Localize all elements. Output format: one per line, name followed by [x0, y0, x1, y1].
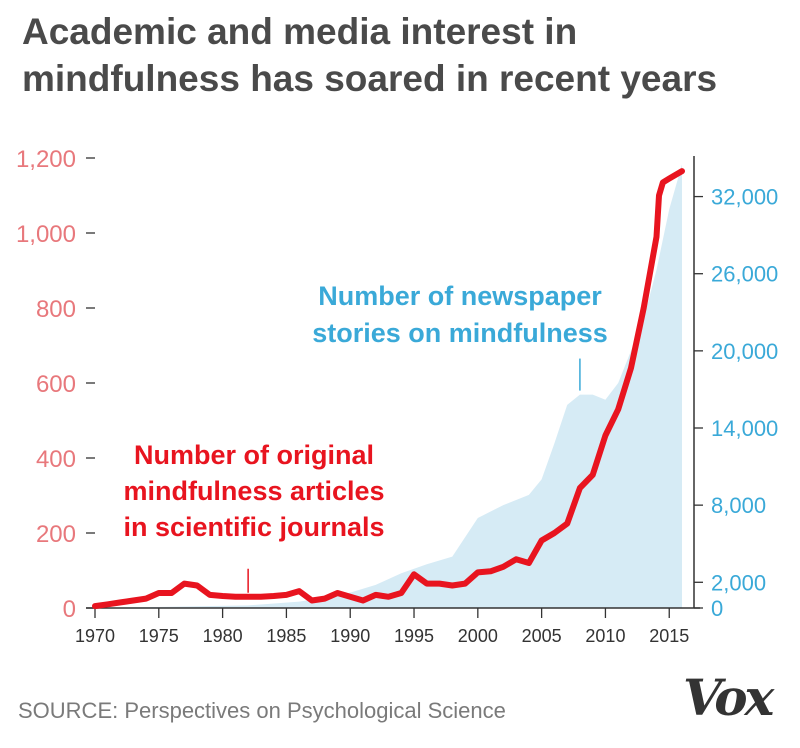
right-tick-label-26000: 26,000: [711, 262, 778, 287]
left-tick-label-200: 200: [36, 521, 76, 548]
chart-title: Academic and media interest in mindfulne…: [22, 11, 718, 99]
articles-annotation-line-3: in scientific journals: [123, 512, 384, 542]
x-tick-label-1985: 1985: [266, 626, 306, 646]
left-tick-label-1200: 1,200: [16, 146, 76, 173]
x-tick-label-2000: 2000: [458, 626, 498, 646]
x-tick-label-1980: 1980: [203, 626, 243, 646]
source-note: SOURCE: Perspectives on Psychological Sc…: [18, 698, 506, 723]
x-tick-label-1975: 1975: [139, 626, 179, 646]
x-tick-label-1995: 1995: [394, 626, 434, 646]
x-tick-label-1970: 1970: [75, 626, 115, 646]
left-tick-label-0: 0: [63, 596, 76, 623]
vox-logo: Vox: [683, 668, 774, 727]
stories-annotation-line-1: Number of newspaper: [318, 281, 602, 311]
right-tick-label-8000: 8,000: [711, 493, 766, 518]
newspaper-stories-area: [95, 164, 682, 608]
x-tick-label-2010: 2010: [585, 626, 625, 646]
articles-annotation-line-2: mindfulness articles: [123, 476, 384, 506]
x-tick-label-2015: 2015: [649, 626, 689, 646]
x-tick-label-2005: 2005: [522, 626, 562, 646]
right-tick-label-2000: 2,000: [711, 570, 766, 595]
chart: 1970 1975 1980 1985 1990 1995 2000 2005 2010 2015…: [16, 146, 778, 646]
x-tick-label-1990: 1990: [330, 626, 370, 646]
articles-line: [92, 168, 685, 610]
left-tick-label-400: 400: [36, 446, 76, 473]
left-tick-label-1000: 1,000: [16, 221, 76, 248]
stories-annotation-line-2: stories on mindfulness: [312, 318, 608, 348]
right-tick-label-14000: 14,000: [711, 416, 778, 441]
right-tick-label-0: 0: [711, 596, 723, 621]
right-tick-label-32000: 32,000: [711, 185, 778, 210]
right-tick-label-20000: 20,000: [711, 339, 778, 364]
left-tick-label-600: 600: [36, 371, 76, 398]
articles-annotation-line-1: Number of original: [134, 440, 374, 470]
left-tick-label-800: 800: [36, 296, 76, 323]
